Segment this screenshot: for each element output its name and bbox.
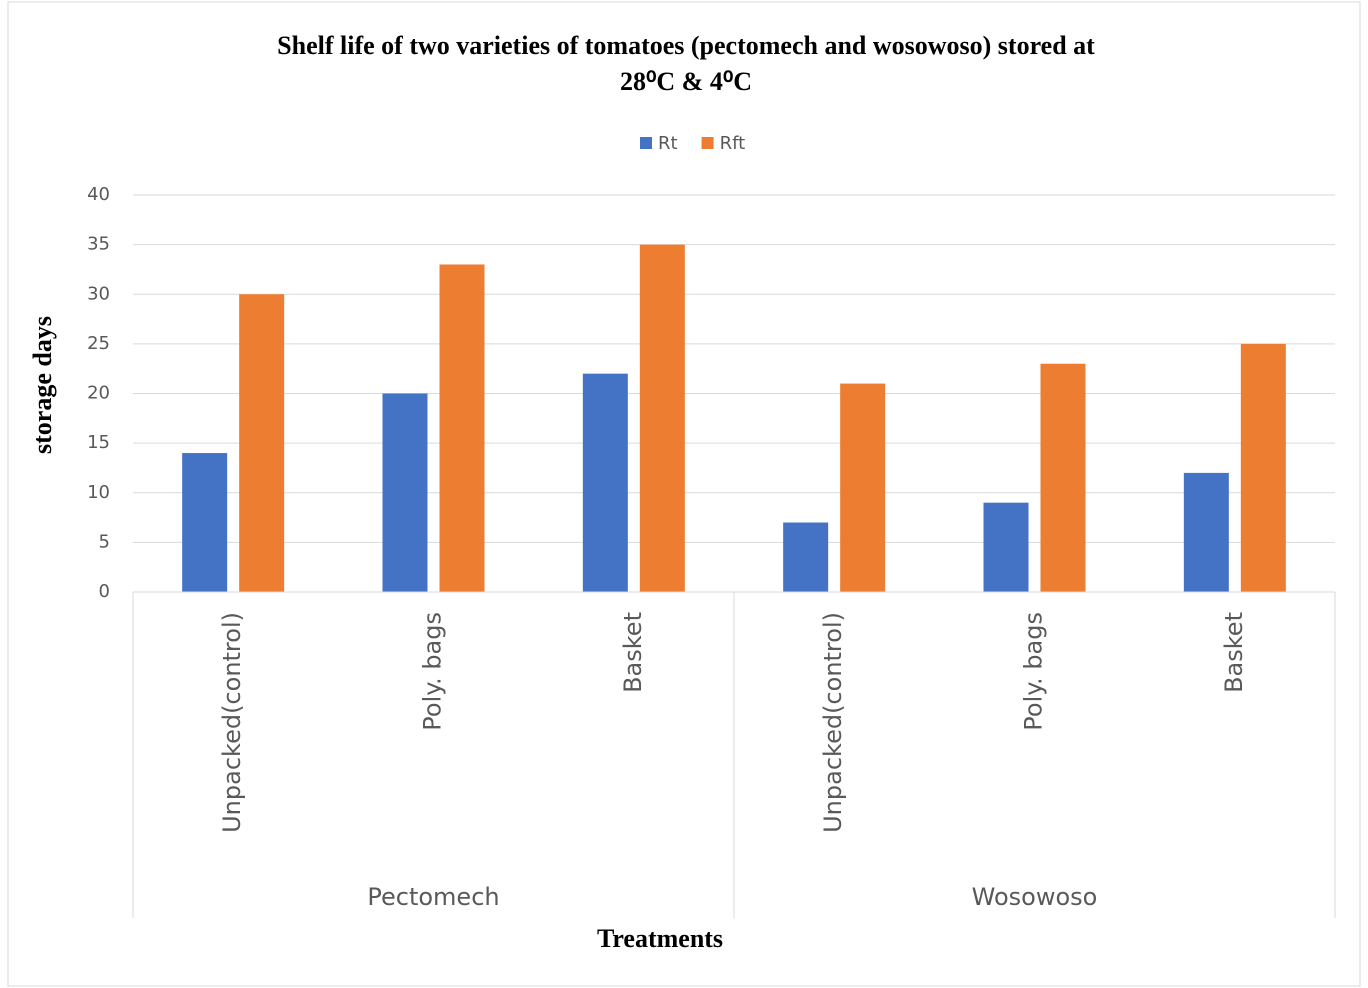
x-tick-label: Unpacked(control) bbox=[218, 612, 246, 833]
legend-swatch bbox=[640, 137, 652, 149]
bar bbox=[182, 453, 228, 592]
bar bbox=[1040, 363, 1086, 592]
legend-swatch bbox=[701, 137, 714, 149]
bar bbox=[983, 502, 1029, 592]
x-tick-label: Poly. bags bbox=[1020, 612, 1048, 731]
legend-label: Rt bbox=[658, 133, 678, 154]
y-tick-label: 25 bbox=[87, 333, 110, 354]
bar bbox=[639, 244, 685, 592]
x-axis-title: Treatments bbox=[597, 924, 723, 953]
x-tick-label: Basket bbox=[619, 612, 647, 693]
bar bbox=[382, 393, 428, 592]
bar bbox=[239, 294, 285, 592]
y-tick-label: 15 bbox=[87, 432, 110, 453]
y-tick-label: 20 bbox=[87, 383, 110, 404]
bar bbox=[840, 383, 886, 592]
x-tick-label: Unpacked(control) bbox=[819, 612, 847, 833]
legend-label: Rft bbox=[720, 133, 746, 154]
y-axis-title: storage days bbox=[28, 316, 57, 454]
group-label: Pectomech bbox=[367, 883, 499, 911]
bar bbox=[439, 264, 485, 592]
y-tick-label: 10 bbox=[87, 482, 110, 503]
y-tick-label: 40 bbox=[87, 184, 110, 205]
y-tick-label: 35 bbox=[87, 234, 110, 255]
y-tick-label: 0 bbox=[99, 581, 110, 602]
x-tick-label: Basket bbox=[1220, 612, 1248, 693]
y-tick-label: 5 bbox=[99, 531, 110, 552]
chart-border bbox=[7, 1, 1361, 987]
bar bbox=[783, 522, 829, 592]
bar bbox=[1183, 472, 1229, 592]
y-tick-label: 30 bbox=[87, 283, 110, 304]
bar bbox=[1240, 343, 1286, 592]
chart-title: 28⁰C & 4⁰C bbox=[620, 67, 752, 96]
x-tick-label: Poly. bags bbox=[419, 612, 447, 731]
bar bbox=[582, 373, 628, 592]
group-label: Wosowoso bbox=[972, 883, 1098, 911]
chart-title: Shelf life of two varieties of tomatoes … bbox=[277, 31, 1095, 60]
